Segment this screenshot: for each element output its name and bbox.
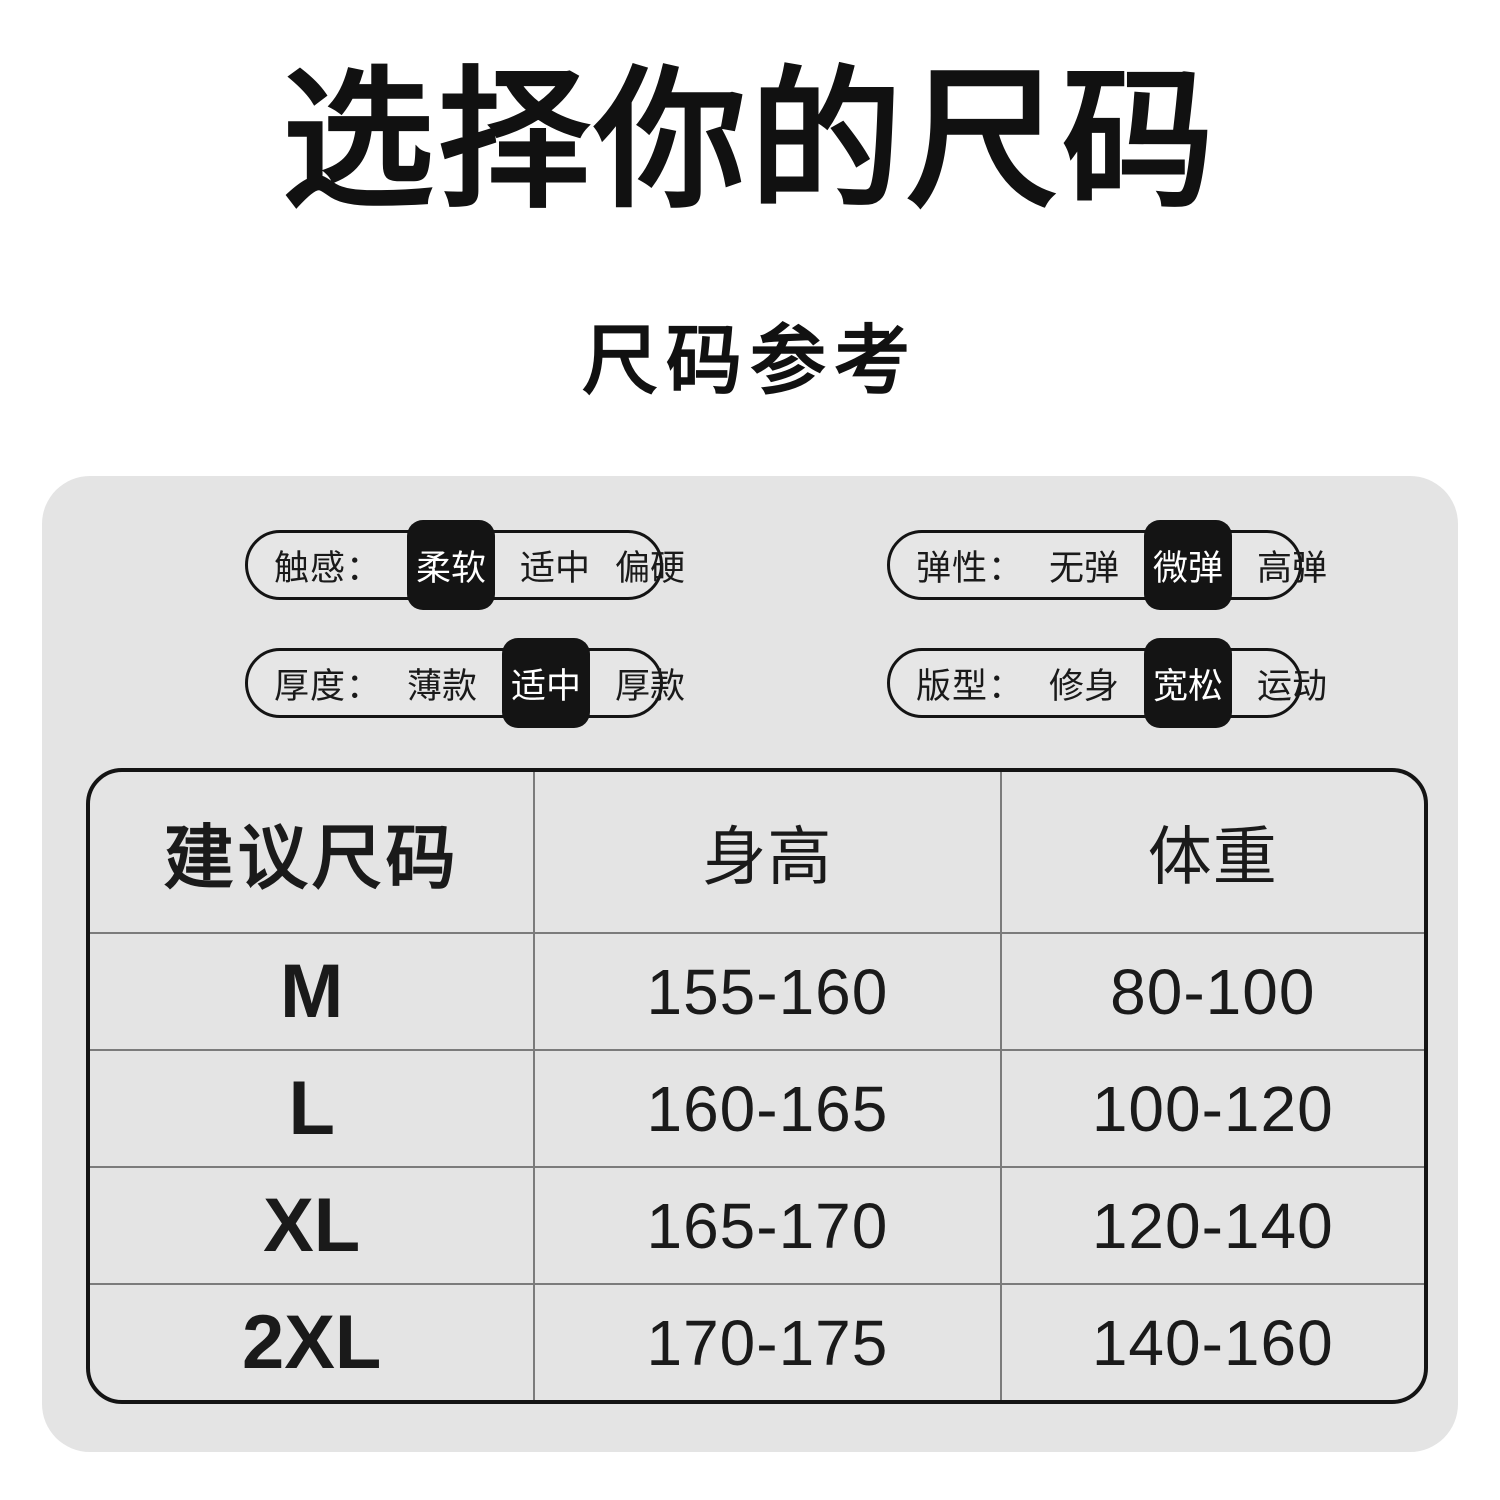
page-subtitle: 尺码参考 xyxy=(582,319,918,404)
size-table-header: 体重 xyxy=(999,772,1424,932)
attribute-option-selected: 微弹 xyxy=(1144,520,1233,610)
size-table-cell: 170-175 xyxy=(533,1283,1000,1400)
attribute-option: 厚款 xyxy=(615,666,686,706)
size-table-cell: 160-165 xyxy=(533,1049,1000,1166)
page-title: 选择你的尺码 xyxy=(282,56,1218,226)
attribute-label: 弹性： xyxy=(916,548,1025,588)
size-table-cell: 165-170 xyxy=(533,1166,1000,1283)
size-table-cell: 120-140 xyxy=(999,1166,1424,1283)
attribute-label: 版型： xyxy=(916,666,1025,706)
size-table-header: 建议尺码 xyxy=(163,818,460,897)
size-table-cell: 155-160 xyxy=(533,932,1000,1049)
size-table-cell: 140-160 xyxy=(999,1283,1424,1400)
size-table-cell: M xyxy=(90,932,534,1049)
attribute-pill-touch: 触感： 柔软 适中 偏硬 xyxy=(245,520,685,610)
attribute-option-selected: 柔软 xyxy=(407,520,496,610)
attribute-option: 高弹 xyxy=(1257,548,1328,588)
size-table-cell: 2XL xyxy=(90,1283,534,1400)
size-table-header: 身高 xyxy=(533,772,999,932)
attribute-option: 运动 xyxy=(1257,666,1328,706)
size-table-cell: L xyxy=(90,1049,534,1166)
attribute-option: 无弹 xyxy=(1049,548,1120,588)
size-table-cell: 80-100 xyxy=(999,932,1424,1049)
attribute-pill-elasticity: 弹性： 无弹 微弹 高弹 xyxy=(887,520,1327,610)
size-table-cell: XL xyxy=(90,1166,534,1283)
attribute-pills: 触感： 柔软 适中 偏硬 弹性： 无弹 微弹 高弹 厚度： 薄款 适中 厚款 版型： 修身 宽松 运动 xyxy=(245,520,1327,728)
size-table-cell: 100-120 xyxy=(999,1049,1424,1166)
attribute-option: 适中 xyxy=(520,548,591,588)
size-reference-panel: 触感： 柔软 适中 偏硬 弹性： 无弹 微弹 高弹 厚度： 薄款 适中 厚款 版型： 修身 宽松 运动 建议尺… xyxy=(42,476,1458,1452)
attribute-label: 厚度： xyxy=(274,666,383,706)
attribute-option: 薄款 xyxy=(407,666,478,706)
attribute-option-selected: 宽松 xyxy=(1144,638,1233,728)
attribute-pill-thickness: 厚度： 薄款 适中 厚款 xyxy=(245,638,685,728)
attribute-option: 偏硬 xyxy=(615,548,686,588)
attribute-option-selected: 适中 xyxy=(502,638,591,728)
attribute-option: 修身 xyxy=(1049,666,1120,706)
size-table: 建议尺码 身高 体重 M 155-160 80-100 L 160-165 100-120 XL 1… xyxy=(86,768,1428,1404)
attribute-label: 触感： xyxy=(274,548,383,588)
attribute-pill-fit: 版型： 修身 宽松 运动 xyxy=(887,638,1327,728)
